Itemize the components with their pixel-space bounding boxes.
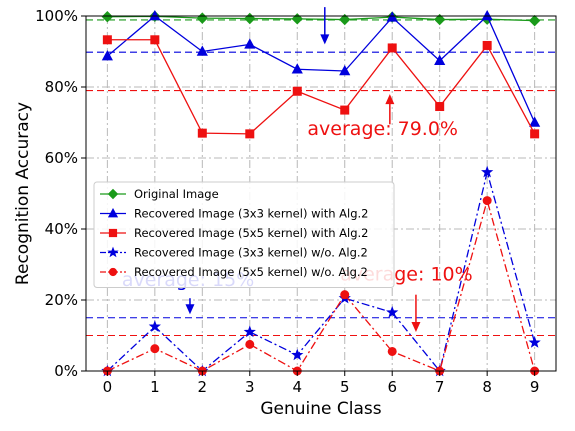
- data-point: [529, 116, 541, 127]
- data-point: [482, 196, 492, 206]
- series-line: [106, 169, 536, 373]
- y-tick-label: 20%: [45, 291, 78, 309]
- data-point: [150, 344, 160, 354]
- data-point: [481, 9, 493, 21]
- y-tick-label: 0%: [54, 362, 78, 380]
- data-point: [387, 346, 397, 356]
- y-tick-label: 40%: [45, 220, 78, 238]
- data-point: [245, 129, 255, 139]
- legend-entry: Recovered Image (3x3 kernel) w/o. Alg.2: [100, 246, 368, 260]
- data-point: [149, 9, 161, 21]
- data-point: [107, 207, 119, 218]
- data-point: [107, 246, 119, 258]
- series-triangle: [101, 9, 541, 127]
- data-point: [291, 348, 304, 361]
- x-tick-label: 0: [103, 378, 113, 396]
- data-point: [340, 290, 350, 300]
- data-point: [108, 228, 118, 238]
- data-point: [102, 35, 112, 45]
- data-point: [243, 325, 256, 338]
- y-tick-label: 100%: [35, 7, 78, 25]
- data-point: [387, 43, 397, 53]
- x-tick-label: 8: [482, 378, 492, 396]
- data-point: [339, 64, 351, 76]
- legend-entry: Recovered Image (5x5 kernel) w/o. Alg.2: [100, 265, 368, 279]
- arrow-head: [185, 304, 195, 315]
- x-axis-title: Genuine Class: [260, 399, 381, 419]
- data-point: [386, 11, 398, 22]
- series-line: [107, 15, 535, 22]
- y-tick-label: 60%: [45, 149, 78, 167]
- data-point: [386, 305, 399, 318]
- x-tick-label: 2: [198, 378, 208, 396]
- data-point: [433, 13, 446, 26]
- y-axis-title: Recognition Accuracy: [13, 102, 33, 285]
- series-line: [107, 198, 536, 372]
- data-point: [339, 13, 351, 26]
- x-tick-label: 1: [150, 378, 160, 396]
- x-tick-label: 6: [387, 378, 397, 396]
- data-point: [528, 336, 541, 348]
- y-tick-label: 80%: [45, 78, 78, 96]
- legend-entry: Original Image: [100, 187, 219, 201]
- x-tick-label: 3: [245, 378, 255, 396]
- x-tick-label: 5: [340, 378, 350, 396]
- legend-entry: Recovered Image (5x5 kernel) with Alg.2: [100, 226, 369, 240]
- legend-label: Recovered Image (3x3 kernel) w/o. Alg.2: [134, 246, 368, 260]
- ticks: 0 1 2 3 4 5 6 7 8 9 0% 20% 40% 60% 80% 100%: [35, 7, 539, 396]
- data-point: [435, 102, 445, 112]
- annotation-arrow: [385, 94, 395, 125]
- data-point: [528, 14, 541, 27]
- data-point: [101, 50, 113, 61]
- annotation-text: average: 79.0%: [307, 118, 458, 140]
- plot-frame: [85, 15, 557, 372]
- annotation-arrow: [320, 7, 330, 45]
- legend-label: Recovered Image (5x5 kernel) w/o. Alg.2: [134, 265, 368, 279]
- data-point: [148, 320, 161, 332]
- data-point: [482, 40, 492, 50]
- data-point: [101, 11, 114, 23]
- arrow-head: [411, 321, 421, 332]
- data-point: [291, 63, 303, 74]
- data-point: [340, 105, 350, 115]
- data-point: [108, 267, 118, 277]
- series-line: [107, 39, 536, 135]
- arrow-head: [385, 94, 395, 105]
- legend-box: [93, 181, 395, 288]
- data-point: [196, 12, 209, 24]
- x-tick-label: 7: [435, 378, 445, 396]
- data-point: [245, 339, 255, 349]
- data-point: [244, 12, 256, 25]
- x-tick-label: 9: [530, 378, 540, 396]
- legend-label: Recovered Image (3x3 kernel) with Alg.2: [134, 207, 369, 221]
- series-line: [106, 14, 536, 123]
- series-diamond: [101, 10, 541, 27]
- legend: Original Image Recovered Image (3x3 kerne…: [93, 181, 395, 288]
- legend-label: Recovered Image (5x5 kernel) with Alg.2: [134, 226, 369, 240]
- data-point: [107, 188, 119, 200]
- axes: [85, 15, 557, 372]
- legend-label: Original Image: [134, 187, 219, 201]
- data-point: [530, 129, 540, 139]
- legend-entry: Recovered Image (3x3 kernel) with Alg.2: [100, 207, 369, 221]
- data-point: [291, 13, 303, 25]
- annotation-arrow: [411, 294, 421, 332]
- data-point: [196, 45, 208, 56]
- arrow-head: [320, 34, 330, 45]
- data-point: [292, 86, 302, 96]
- data-point: [150, 35, 160, 45]
- data-point: [434, 54, 446, 65]
- data-point: [197, 128, 207, 138]
- x-tick-label: 4: [292, 378, 302, 396]
- data-point: [244, 38, 256, 49]
- series-square: [102, 35, 540, 139]
- annotation-arrow: [185, 298, 195, 315]
- data-point: [481, 165, 494, 178]
- annotation: average: 79.0%: [307, 118, 458, 140]
